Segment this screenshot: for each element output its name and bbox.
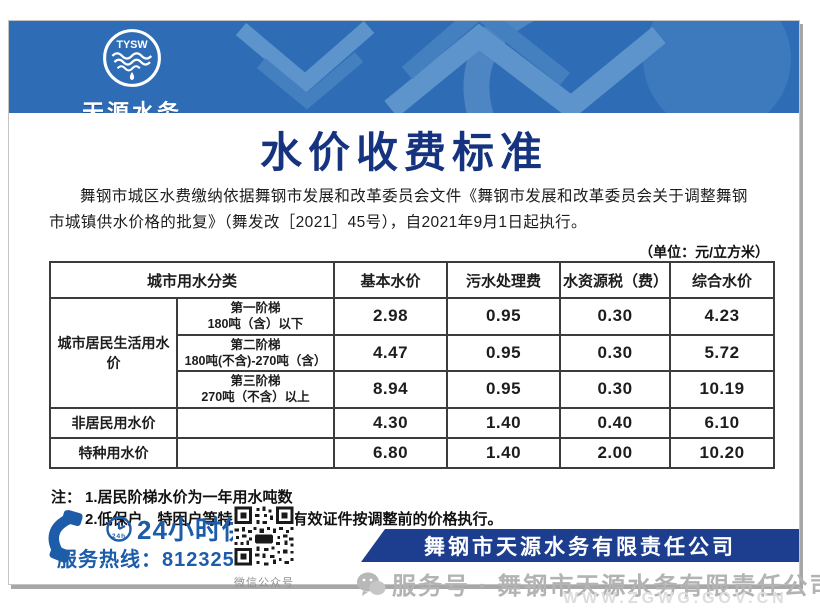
tier3-tax: 0.30 <box>559 370 672 409</box>
col-header-resource-tax: 水资源税（费） <box>559 261 672 299</box>
intro-paragraph: 舞钢市城区水费缴纳依据舞钢市发展和改革委员会文件《舞钢市发展和改革委员会关于调整… <box>49 188 748 231</box>
logo-abbr: TYSW <box>116 39 148 51</box>
tier2-label-cell: 第二阶梯 180吨(不含)-270吨（含） <box>175 333 336 372</box>
header-band: TYSW 天源水务 <box>9 21 799 113</box>
price-table: 城市用水分类 基本水价 污水处理费 水资源税（费） 综合水价 城市居民生活用水价… <box>48 261 776 469</box>
special-base: 6.80 <box>333 436 449 469</box>
tier1-label-cell: 第一阶梯 180吨（含）以下 <box>175 297 336 336</box>
table-header-row: 城市用水分类 基本水价 污水处理费 水资源税（费） 综合水价 <box>48 261 776 299</box>
qr-caption: 微信公众号 <box>234 577 294 589</box>
tier2-name: 第二阶梯 <box>230 337 281 352</box>
tier3-name: 第三阶梯 <box>230 374 281 388</box>
col-header-category: 城市用水分类 <box>48 261 336 299</box>
tier3-total: 10.19 <box>669 370 776 409</box>
unit-note: （单位：元/立方米） <box>639 244 769 260</box>
col-header-base-price: 基本水价 <box>333 261 449 299</box>
tier2-range: 180吨(不含)-270吨（含） <box>184 353 327 368</box>
tier2-tax: 0.30 <box>559 333 672 372</box>
notice-card: TYSW 天源水务 水价收费标准 舞钢市城区水费缴纳依据舞钢市发展和改革委员会文… <box>8 20 800 589</box>
table-row-special: 特种用水价 6.80 1.40 2.00 10.20 <box>49 436 776 469</box>
non-residential-sewage: 1.40 <box>446 406 562 439</box>
non-residential-tier-cell <box>175 406 336 439</box>
company-banner: 舞钢市天源水务有限责任公司 <box>361 529 799 562</box>
tier1-range: 180吨（含）以下 <box>207 317 304 332</box>
col-header-total-price: 综合水价 <box>669 261 776 299</box>
tier2-sewage: 0.95 <box>446 333 562 372</box>
tier1-total: 4.23 <box>669 297 776 336</box>
note-line-1: 1.居民阶梯水价为一年用水吨数 <box>85 489 293 506</box>
non-residential-tax: 0.40 <box>559 406 672 439</box>
watermark-url: WWW.ZGWG.GOV.CN <box>563 590 788 607</box>
notes-label: 注： <box>51 489 82 506</box>
company-name: 舞钢市天源水务有限责任公司 <box>424 535 736 559</box>
clock-24h-icon: 24h <box>106 515 132 542</box>
tier2-base: 4.47 <box>333 333 449 372</box>
wechat-qr-code <box>233 505 295 567</box>
logo-emblem-icon: TYSW <box>103 29 161 87</box>
tier1-tax: 0.30 <box>559 297 672 336</box>
special-tax: 2.00 <box>559 436 672 469</box>
non-residential-base: 4.30 <box>333 406 449 439</box>
special-total: 10.20 <box>669 436 776 469</box>
table-row-non-residential: 非居民用水价 4.30 1.40 0.40 6.10 <box>49 406 776 439</box>
table-row-tier1: 城市居民生活用水价 第一阶梯 180吨（含）以下 2.98 0.95 0.30 … <box>49 297 776 409</box>
non-residential-label: 非居民用水价 <box>49 406 178 439</box>
tier3-range: 270吨（不含）以上 <box>201 390 310 405</box>
tier3-base: 8.94 <box>333 370 449 409</box>
residential-category-cell: 城市居民生活用水价 <box>49 297 178 409</box>
tier3-label-cell: 第三阶梯 270吨（不含）以上 <box>175 370 336 409</box>
wechat-icon <box>357 572 386 596</box>
company-logo: TYSW 天源水务 <box>67 27 197 113</box>
service-account-watermark: 服务号 · 舞钢市天源水务有限责任公司 <box>356 566 820 601</box>
tier2-total: 5.72 <box>669 333 776 372</box>
logo-text: 天源水务 <box>81 100 182 113</box>
col-header-sewage-fee: 污水处理费 <box>446 261 562 299</box>
qr-code-block: 微信公众号 <box>229 505 299 590</box>
special-label: 特种用水价 <box>49 436 178 469</box>
phone-handset-icon <box>43 509 99 571</box>
special-tier-cell <box>175 436 336 469</box>
tier1-sewage: 0.95 <box>446 297 562 336</box>
special-sewage: 1.40 <box>446 436 562 469</box>
non-residential-total: 6.10 <box>669 406 776 439</box>
clock-24h-label: 24h <box>112 533 126 540</box>
tier1-base: 2.98 <box>333 297 449 336</box>
service-hotline: 服务热线：8123255 <box>57 549 247 571</box>
tier1-name: 第一阶梯 <box>230 301 281 315</box>
table-row-tier3: 第三阶梯 270吨（不含）以上 8.94 0.95 0.30 10.19 <box>50 370 776 409</box>
table-row-tier2: 第二阶梯 180吨(不含)-270吨（含） 4.47 0.95 0.30 5.7… <box>50 333 776 372</box>
page-title: 水价收费标准 <box>259 129 548 176</box>
wave-pattern-decoration <box>235 21 791 113</box>
tier3-sewage: 0.95 <box>446 370 562 409</box>
watermark-text: 服务号 · 舞钢市天源水务有限责任公司 <box>392 573 820 600</box>
